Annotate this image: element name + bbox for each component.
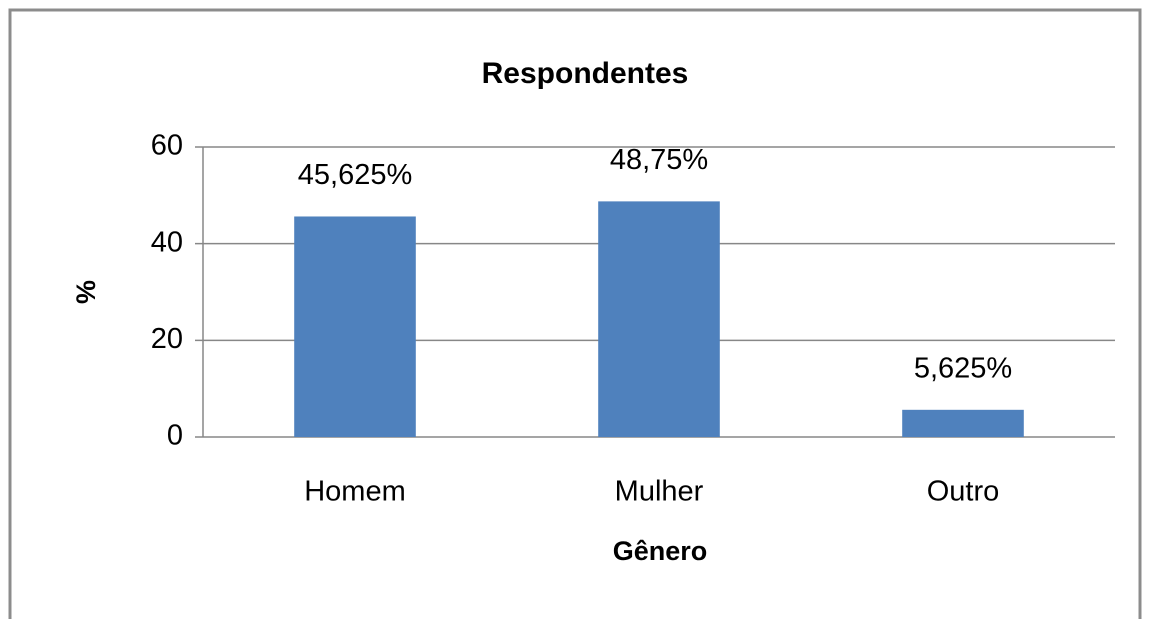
- bar: [902, 409, 1024, 437]
- bar: [598, 201, 720, 437]
- x-axis-label: Gênero: [613, 536, 708, 566]
- data-label: 48,75%: [610, 144, 708, 176]
- y-tick-label: 0: [167, 420, 183, 452]
- data-label: 5,625%: [914, 352, 1012, 384]
- frame: [8, 8, 1142, 619]
- chart-title: Respondentes: [482, 57, 689, 90]
- y-tick-label: 20: [151, 323, 183, 355]
- x-tick-label: Outro: [927, 476, 1000, 508]
- y-axis-label: %: [71, 280, 101, 304]
- y-tick-label: 40: [151, 226, 183, 258]
- x-tick-label: Homem: [304, 476, 406, 508]
- y-tick-label: 60: [151, 130, 183, 162]
- data-label: 45,625%: [298, 159, 413, 191]
- x-tick-label: Mulher: [615, 476, 704, 508]
- bar: [294, 216, 416, 437]
